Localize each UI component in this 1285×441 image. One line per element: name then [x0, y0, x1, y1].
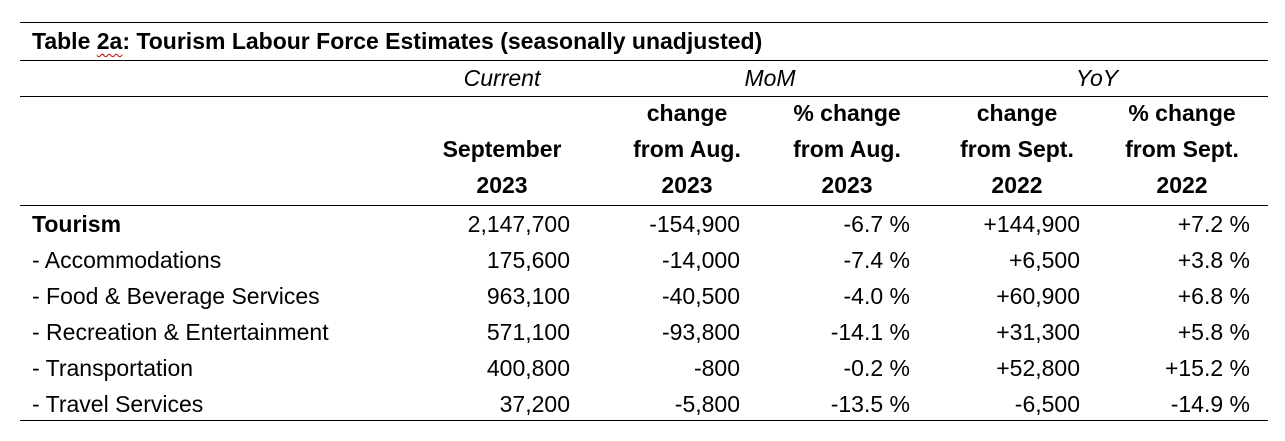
group-rule [20, 96, 1268, 97]
cell-mom-pct: -0.2 % [843, 355, 910, 381]
row-label: - Accommodations [32, 247, 222, 273]
cell-yoy-pct: -14.9 % [1170, 391, 1250, 417]
title-rule [20, 60, 1268, 61]
cell-mom-pct: -14.1 % [830, 319, 910, 345]
group-header-yoy: YoY [1075, 65, 1119, 91]
cell-mom-change: -5,800 [674, 391, 740, 417]
header-yoy-pct-change-line-2: from Sept. [1125, 136, 1239, 162]
cell-yoy-pct: +6.8 % [1177, 283, 1250, 309]
row-label: - Recreation & Entertainment [32, 319, 329, 345]
header-yoy-change-line-1: change [976, 100, 1058, 126]
cell-mom-pct: -6.7 % [843, 211, 910, 237]
cell-yoy-pct: +3.8 % [1177, 247, 1250, 273]
cell-mom-pct: -7.4 % [843, 247, 910, 273]
cell-current: 175,600 [486, 247, 570, 273]
top-rule [20, 22, 1268, 23]
title-rest: : Tourism Labour Force Estimates (season… [122, 28, 763, 54]
header-yoy-pct-change-line-1: % change [1128, 100, 1236, 126]
header-mom-pct-change-line-2: from Aug. [793, 136, 901, 162]
header-yoy-change-line-2: from Sept. [960, 136, 1074, 162]
header-rule [20, 205, 1268, 206]
cell-yoy-change: +52,800 [996, 355, 1080, 381]
cell-current: 963,100 [486, 283, 570, 309]
cell-yoy-change: +60,900 [996, 283, 1080, 309]
title-prefix: Table [32, 28, 97, 54]
cell-mom-change: -40,500 [661, 283, 740, 309]
title-id: 2a [96, 28, 123, 54]
row-label: - Travel Services [32, 391, 204, 417]
header-current-sep-2023-line-1: September [442, 136, 562, 162]
cell-current: 571,100 [486, 319, 570, 345]
cell-yoy-pct: +5.8 % [1177, 319, 1250, 345]
header-mom-pct-change-line-3: 2023 [821, 172, 873, 198]
cell-yoy-pct: +7.2 % [1177, 211, 1250, 237]
group-header-current: Current [463, 65, 541, 91]
header-yoy-change-line-3: 2022 [991, 172, 1043, 198]
header-mom-change-line-3: 2023 [661, 172, 713, 198]
cell-mom-pct: -4.0 % [843, 283, 910, 309]
cell-current: 37,200 [499, 391, 570, 417]
cell-yoy-change: +6,500 [1009, 247, 1080, 273]
header-current-sep-2023-line-2: 2023 [476, 172, 528, 198]
cell-yoy-pct: +15.2 % [1164, 355, 1250, 381]
header-yoy-pct-change-line-3: 2022 [1156, 172, 1208, 198]
header-mom-change-line-2: from Aug. [633, 136, 741, 162]
cell-mom-change: -800 [693, 355, 740, 381]
table-title: Table 2a: Tourism Labour Force Estimates… [32, 28, 762, 55]
cell-mom-change: -154,900 [649, 211, 740, 237]
cell-yoy-change: +31,300 [996, 319, 1080, 345]
cell-current: 2,147,700 [467, 211, 570, 237]
cell-current: 400,800 [486, 355, 570, 381]
row-label: Tourism [32, 211, 122, 237]
header-mom-pct-change-line-1: % change [793, 100, 901, 126]
cell-mom-change: -14,000 [661, 247, 740, 273]
cell-yoy-change: -6,500 [1014, 391, 1080, 417]
bottom-rule [20, 420, 1268, 421]
header-mom-change-line-1: change [646, 100, 728, 126]
cell-mom-pct: -13.5 % [830, 391, 910, 417]
row-label: - Transportation [32, 355, 194, 381]
group-header-mom: MoM [744, 65, 796, 91]
cell-mom-change: -93,800 [661, 319, 740, 345]
cell-yoy-change: +144,900 [983, 211, 1080, 237]
row-label: - Food & Beverage Services [32, 283, 320, 309]
